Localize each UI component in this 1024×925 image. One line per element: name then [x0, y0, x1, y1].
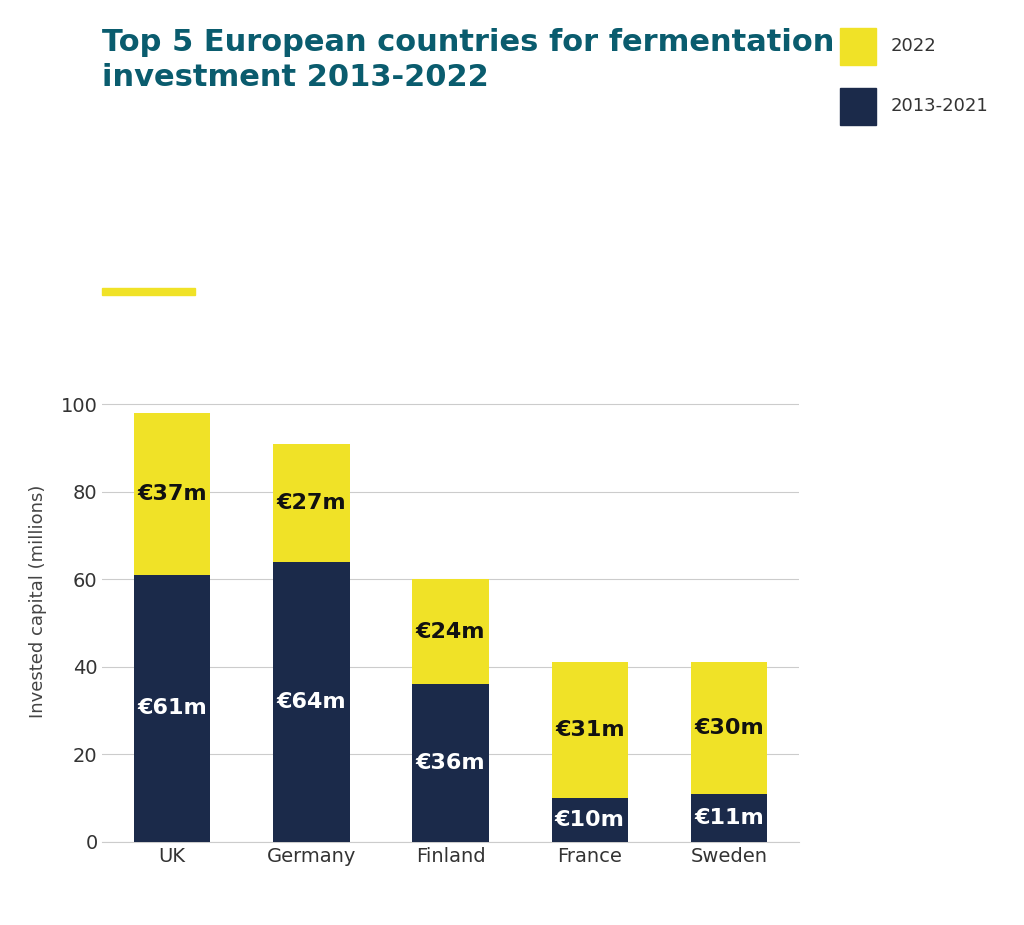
Bar: [691, 662, 767, 794]
Text: 2013-2021: 2013-2021: [891, 97, 988, 116]
Bar: [413, 684, 488, 842]
Bar: [273, 561, 349, 842]
Text: €64m: €64m: [276, 692, 346, 712]
Text: €37m: €37m: [137, 484, 207, 504]
Y-axis label: Invested capital (millions): Invested capital (millions): [29, 485, 47, 718]
Bar: [413, 579, 488, 684]
Text: €24m: €24m: [416, 622, 485, 642]
Text: Top 5 European countries for fermentation
investment 2013-2022: Top 5 European countries for fermentatio…: [102, 28, 835, 92]
Text: €61m: €61m: [137, 698, 207, 719]
Bar: [552, 662, 628, 798]
Text: €27m: €27m: [276, 493, 346, 512]
Text: €31m: €31m: [555, 721, 625, 740]
Bar: [134, 575, 210, 842]
Text: €30m: €30m: [694, 718, 764, 738]
Bar: [691, 794, 767, 842]
Text: 2022: 2022: [891, 37, 937, 56]
Bar: [134, 413, 210, 575]
Bar: [552, 798, 628, 842]
Text: €10m: €10m: [555, 810, 625, 830]
Bar: [273, 444, 349, 561]
Text: €11m: €11m: [694, 808, 764, 828]
Text: €36m: €36m: [416, 753, 485, 773]
